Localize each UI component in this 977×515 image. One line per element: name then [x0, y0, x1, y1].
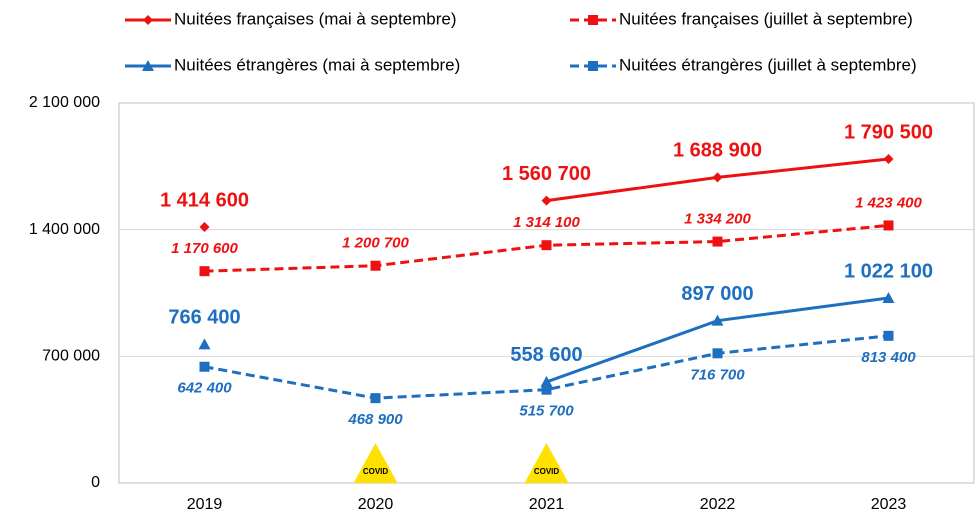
- data-point: [883, 154, 894, 165]
- legend-label: Nuitées étrangères (mai à septembre): [174, 55, 460, 74]
- x-tick-label: 2019: [187, 496, 223, 513]
- data-label: 1 022 100: [844, 260, 933, 282]
- data-label: 1 414 600: [160, 189, 249, 211]
- data-point: [712, 236, 723, 247]
- data-point: [712, 172, 723, 183]
- y-tick-label: 0: [91, 474, 100, 491]
- data-point: [198, 338, 211, 350]
- data-point: [541, 195, 552, 206]
- data-label: 1 170 600: [171, 240, 238, 257]
- data-point: [370, 393, 381, 404]
- data-point: [540, 375, 553, 387]
- legend-marker: [142, 60, 154, 71]
- data-point: [883, 330, 894, 341]
- series-line: [204, 334, 889, 400]
- legend-marker: [143, 15, 153, 25]
- data-label: 1 423 400: [855, 194, 922, 211]
- x-tick-label: 2021: [529, 496, 565, 513]
- x-tick-label: 2022: [700, 496, 736, 513]
- legend-marker: [588, 61, 598, 71]
- data-label: 1 790 500: [844, 121, 933, 143]
- x-tick-label: 2020: [358, 496, 394, 513]
- y-tick-label: 1 400 000: [29, 221, 100, 238]
- legend-label: Nuitées étrangères (juillet à septembre): [619, 55, 917, 74]
- legend-label: Nuitées françaises (mai à septembre): [174, 9, 457, 28]
- data-label: 515 700: [519, 403, 574, 420]
- data-point: [711, 314, 724, 326]
- data-label: 642 400: [177, 380, 232, 397]
- legend-label: Nuitées françaises (juillet à septembre): [619, 9, 913, 28]
- data-point: [712, 348, 723, 359]
- x-tick-label: 2023: [871, 496, 907, 513]
- data-label: 766 400: [168, 307, 240, 329]
- data-label: 1 200 700: [342, 235, 409, 252]
- data-point: [199, 266, 210, 277]
- y-tick-label: 700 000: [42, 348, 100, 365]
- data-point: [883, 220, 894, 231]
- data-point: [370, 260, 381, 271]
- covid-marker: [353, 443, 398, 483]
- data-label: 1 688 900: [673, 140, 762, 162]
- data-label: 897 000: [681, 283, 753, 305]
- data-label: 813 400: [861, 349, 916, 366]
- data-label: 1 560 700: [502, 163, 591, 185]
- data-point: [882, 292, 895, 304]
- annotation: COVID: [534, 467, 560, 476]
- data-point: [199, 222, 210, 233]
- data-label: 1 334 200: [684, 211, 751, 228]
- data-point: [199, 361, 210, 372]
- covid-marker: [524, 443, 569, 483]
- data-label: 558 600: [510, 344, 582, 366]
- data-point: [541, 240, 552, 251]
- plot-frame: [118, 102, 975, 484]
- annotation: COVID: [363, 467, 389, 476]
- data-label: 468 900: [347, 411, 403, 428]
- y-tick-label: 2 100 000: [29, 94, 100, 111]
- legend-marker: [588, 15, 598, 25]
- data-point: [541, 384, 552, 395]
- data-label: 716 700: [690, 366, 745, 383]
- data-label: 1 314 100: [513, 214, 580, 231]
